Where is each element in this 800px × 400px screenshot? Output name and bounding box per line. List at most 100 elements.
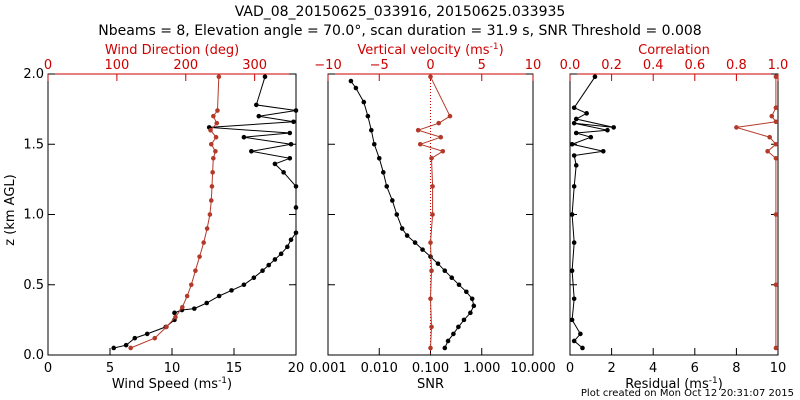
x-top-axis-label: Correlation — [638, 43, 710, 58]
data-point-red — [193, 268, 198, 274]
data-point-black — [412, 240, 418, 245]
data-point-black — [442, 345, 448, 351]
data-point-red — [773, 156, 779, 161]
data-point-black — [192, 306, 197, 311]
x-bottom-tick-label: 0.010 — [361, 361, 398, 376]
data-point-red — [213, 148, 218, 154]
data-point-black — [471, 303, 477, 309]
data-point-black — [272, 257, 278, 262]
data-point-black — [361, 99, 367, 105]
x-top-tick-label: 100 — [104, 58, 129, 73]
data-point-black — [293, 108, 299, 113]
data-point-red — [440, 148, 446, 154]
x-bottom-axis-label: SNR — [417, 377, 444, 392]
data-point-black — [111, 345, 117, 351]
data-point-black — [281, 170, 286, 175]
data-point-black — [254, 102, 259, 108]
data-point-black — [571, 105, 577, 111]
data-point-black — [469, 296, 475, 302]
data-point-red — [197, 254, 202, 259]
data-point-red — [428, 74, 433, 80]
data-point-red — [216, 74, 222, 80]
x-bottom-tick-label: 5 — [106, 361, 114, 376]
x-bottom-tick-label: 0.001 — [309, 361, 346, 376]
y-tick-label: 1.5 — [23, 137, 44, 152]
data-point-black — [394, 212, 400, 217]
data-point-red — [773, 119, 779, 125]
data-point-red — [417, 141, 423, 147]
data-point-black — [287, 130, 293, 136]
data-point-black — [285, 244, 290, 250]
data-point-black — [241, 134, 247, 140]
y-axis-label: z (km AGL) — [3, 174, 18, 245]
data-point-red — [773, 105, 779, 111]
data-point-black — [262, 74, 268, 80]
data-point-black — [251, 275, 257, 281]
data-point-black — [442, 268, 448, 274]
data-point-black — [605, 127, 610, 133]
data-point-black — [144, 331, 150, 337]
data-point-red — [436, 120, 442, 126]
data-point-black — [216, 293, 222, 299]
x-bottom-tick-label: 6 — [691, 361, 699, 376]
data-point-black — [381, 170, 386, 175]
residual-correlation-panel: 0 2 4 6 8 10 Residual (ms-1) 0.0 0.2 0.4 0.6 0.8 1.0… — [560, 43, 789, 392]
data-point-black — [580, 345, 585, 351]
data-point-black — [420, 247, 425, 252]
data-point-red — [765, 148, 770, 154]
x-bottom-tick-label: 10.000 — [510, 361, 556, 376]
data-point-black — [256, 113, 262, 119]
x-bottom-tick-label: 10 — [164, 361, 181, 376]
data-point-black — [571, 120, 577, 126]
data-point-black — [456, 324, 461, 330]
data-point-red — [209, 184, 215, 189]
y-tick-label: 0.0 — [23, 348, 44, 363]
data-point-red — [429, 156, 434, 161]
data-point-red — [128, 345, 133, 351]
series-line-red — [130, 76, 220, 349]
series-line-black — [350, 80, 475, 349]
data-point-black — [390, 198, 395, 203]
data-point-black — [172, 310, 177, 316]
data-point-red — [773, 212, 779, 217]
data-point-red — [214, 120, 220, 126]
x-bottom-tick-label: 4 — [649, 361, 657, 376]
figure-title-line2: Nbeams = 8, Elevation angle = 70.0°, sca… — [98, 23, 701, 39]
x-bottom-tick-label: 8 — [732, 361, 740, 376]
x-top-tick-label: 0.4 — [643, 58, 664, 73]
data-point-black — [578, 331, 583, 337]
data-point-red — [208, 127, 213, 133]
data-point-black — [435, 261, 441, 266]
data-point-red — [429, 324, 434, 330]
data-point-black — [260, 268, 265, 274]
x-top-tick-label: 0 — [44, 58, 52, 73]
data-point-black — [569, 317, 575, 323]
x-top-axis-label: Wind Direction (deg) — [105, 43, 239, 58]
data-point-red — [164, 324, 169, 330]
data-point-black — [600, 148, 606, 154]
data-point-black — [456, 282, 462, 288]
x-bottom-tick-label: 0.100 — [412, 361, 449, 376]
data-point-black — [272, 161, 278, 167]
data-point-red — [773, 282, 779, 288]
data-point-red — [213, 134, 219, 140]
data-point-black — [584, 111, 589, 116]
data-point-black — [293, 205, 299, 210]
data-point-red — [430, 212, 435, 217]
data-point-red — [201, 240, 206, 245]
x-top-tick-label: 0.2 — [601, 58, 622, 73]
data-point-red — [208, 141, 214, 147]
y-tick-label: 2.0 — [23, 67, 44, 82]
data-point-black — [451, 331, 456, 337]
plot-frame — [569, 73, 779, 356]
y-tick-label: 0.5 — [23, 278, 44, 293]
data-point-red — [773, 345, 779, 351]
x-top-tick-label: −5 — [370, 58, 389, 73]
data-point-red — [211, 113, 216, 119]
data-point-red — [428, 296, 433, 302]
data-point-black — [573, 116, 579, 122]
data-point-black — [384, 184, 390, 189]
data-point-red — [152, 335, 158, 341]
data-point-red — [215, 108, 220, 113]
data-point-red — [180, 304, 185, 310]
